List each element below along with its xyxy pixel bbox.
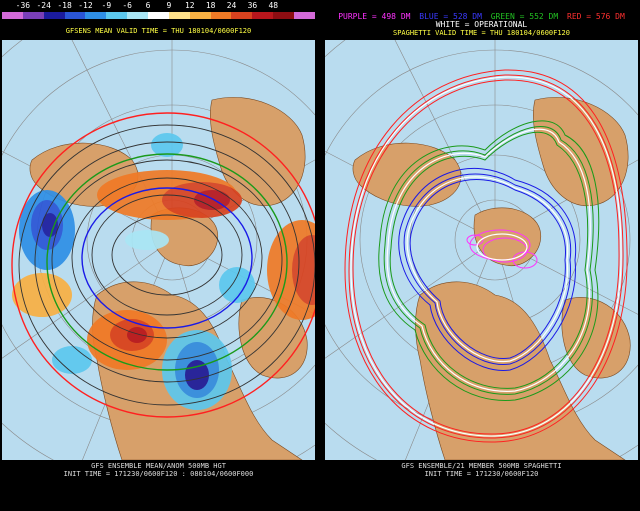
spaghetti-panel: PURPLE = 498 DM BLUE = 528 DM GREEN = 55… [323,0,640,511]
ensemble-mean-panel: -36 -24 -18 -12 -9 -6 6 9 12 18 24 36 48 GFSENS MEAN… [0,0,317,511]
colorbar-swatch [106,12,128,19]
spaghetti-map-svg [325,40,638,460]
colorbar-swatch [231,12,253,19]
colorbar-label: -9 [101,1,112,10]
colorbar-label: 6 [145,1,151,10]
mean-anomaly-map-svg [2,40,315,460]
left-footer-init: INIT TIME = 171230/0600F120 : 080104/060… [63,470,254,478]
spaghetti-map [325,40,638,460]
spaghetti-legend: PURPLE = 498 DM BLUE = 528 DM GREEN = 55… [323,12,640,21]
colorbar-labels: -36 -24 -18 -12 -9 -6 6 9 12 18 24 36 48 [2,1,315,11]
panel-divider [317,0,323,511]
colorbar-swatch [22,12,44,19]
legend-blue: BLUE = 528 DM [419,12,482,21]
colorbar-swatch [294,12,315,19]
right-valid-time: SPAGHETTI VALID TIME = THU 180104/0600F1… [392,29,570,37]
colorbar-label: 18 [205,1,216,10]
colorbar-label: 9 [166,1,172,10]
spaghetti-blue-528dm [398,167,577,371]
colorbar-label: 48 [268,1,279,10]
colorbar-swatch [127,12,149,19]
reference-contours [11,112,315,418]
spaghetti-white-operational [350,76,622,437]
legend-purple: PURPLE = 498 DM [338,12,411,21]
colorbar-label: 36 [247,1,258,10]
colorbar-swatch [168,12,190,19]
left-valid-time: GFSENS MEAN VALID TIME = THU 180104/0600… [65,27,252,35]
colorbar-swatch [252,12,274,19]
legend-red: RED = 576 DM [567,12,625,21]
left-footer-title: GFS ENSEMBLE MEAN/ANOM 500MB HGT [91,462,226,470]
spaghetti-green-552dm [378,120,600,401]
colorbar-swatch [210,12,232,19]
height-contours [18,124,315,406]
legend-green: GREEN = 552 DM [490,12,559,21]
colorbar-swatch [189,12,211,19]
colorbar-swatch [85,12,107,19]
anomaly-colorbar: -36 -24 -18 -12 -9 -6 6 9 12 18 24 36 48 [2,1,315,21]
legend-white: WHITE = OPERATIONAL [435,20,528,29]
right-footer-title: GFS ENSEMBLE/21 MEMBER 500MB SPAGHETTI [401,462,562,470]
colorbar-label: -24 [36,1,51,10]
colorbar-label: -6 [122,1,133,10]
colorbar-label: -12 [78,1,93,10]
colorbar-swatch [43,12,65,19]
colorbar-swatch [2,12,23,19]
colorbar-label: 24 [226,1,237,10]
colorbar-label: -18 [57,1,72,10]
colorbar-swatch [273,12,295,19]
colorbar-label: 12 [184,1,195,10]
colorbar-swatch [64,12,86,19]
colorbar-swatches [2,12,315,19]
colorbar-label: -36 [15,1,31,10]
spaghetti-red-576dm [344,69,628,443]
colorbar-swatch [148,12,169,19]
right-footer-init: INIT TIME = 171230/0600F120 [424,470,539,478]
mean-anomaly-map [2,40,315,460]
